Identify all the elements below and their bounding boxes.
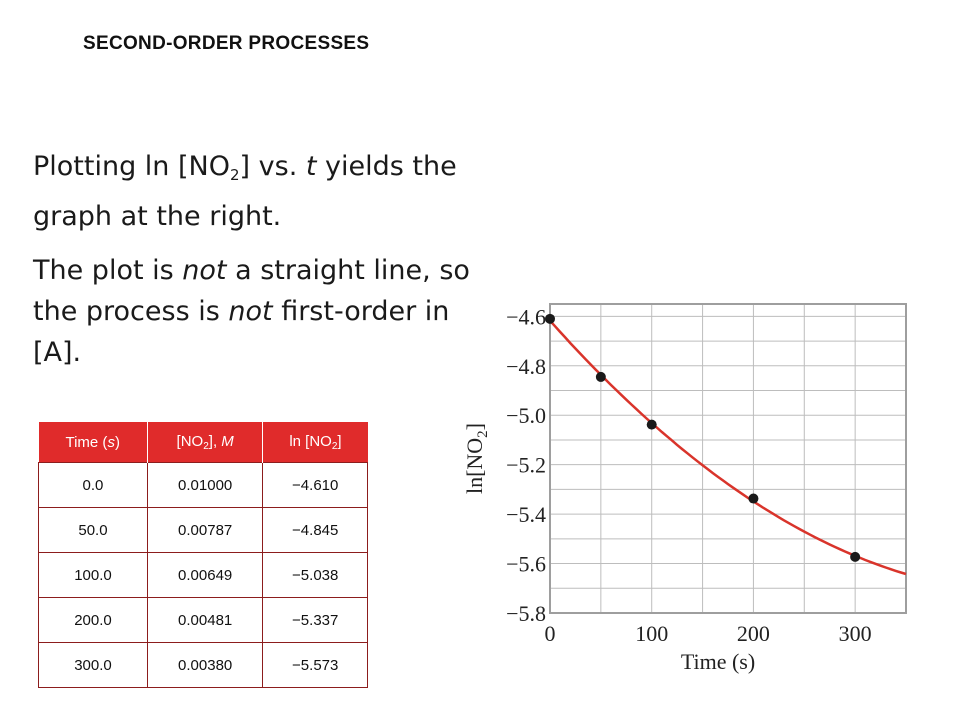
data-point xyxy=(545,313,555,324)
table-header-time: Time (s) xyxy=(38,422,148,463)
table-header-row: Time (s) [NO2], M ln [NO2] xyxy=(38,422,368,463)
paragraph-conclusion: The plot is not a straight line, so the … xyxy=(33,250,503,373)
x-axis-label: Time (s) xyxy=(681,649,755,674)
y-tick-label: −4.8 xyxy=(506,354,546,379)
table-cell: −5.038 xyxy=(262,552,368,598)
para1-subscript: 2 xyxy=(230,166,240,184)
data-point xyxy=(850,551,861,562)
table-cell: 0.00649 xyxy=(146,552,264,598)
y-tick-label: −5.6 xyxy=(506,552,546,577)
table-cell: 0.0 xyxy=(38,462,148,508)
table-cell: 200.0 xyxy=(38,597,148,643)
table-header-ln-concentration: ln [NO2] xyxy=(262,422,368,463)
concentration-table: Time (s) [NO2], M ln [NO2] 0.0 0.01000 −4.… xyxy=(38,422,368,688)
table-cell: 50.0 xyxy=(38,507,148,553)
y-axis-label: ln[NO2] xyxy=(462,423,491,494)
paragraph-plot-description: Plotting ln [NO2] vs. t yields the graph… xyxy=(33,146,533,237)
table-row: 50.0 0.00787 −4.845 xyxy=(38,507,368,553)
para2-italic-not-2: not xyxy=(228,296,273,327)
para2-text-3: first-order in [A]. xyxy=(33,296,450,368)
table-header-concentration: [NO2], M xyxy=(147,422,264,463)
x-tick-label: 0 xyxy=(545,621,556,646)
x-tick-label: 100 xyxy=(635,621,668,646)
table-cell: 0.00787 xyxy=(146,507,264,553)
table-row: 200.0 0.00481 −5.337 xyxy=(38,597,368,643)
data-point xyxy=(748,493,759,504)
para1-text-2: ] vs. xyxy=(239,151,306,182)
data-point xyxy=(646,419,657,430)
table-cell: 0.00481 xyxy=(146,597,264,643)
para1-italic-t: t xyxy=(305,151,317,182)
y-tick-label: −4.6 xyxy=(506,304,546,329)
table-row: 100.0 0.00649 −5.038 xyxy=(38,552,368,598)
table-cell: 0.00380 xyxy=(146,642,264,688)
table-cell: −4.610 xyxy=(262,462,368,508)
table-cell: −5.573 xyxy=(262,642,368,688)
para1-text-3: yields the graph at the right. xyxy=(33,151,457,232)
para2-text-1: The plot is xyxy=(33,255,183,286)
x-tick-label: 200 xyxy=(737,621,770,646)
table-cell: 100.0 xyxy=(38,552,148,598)
data-point xyxy=(595,371,606,382)
slide-title: SECOND-ORDER PROCESSES xyxy=(83,33,370,54)
y-tick-label: −5.4 xyxy=(506,502,546,527)
table-cell: −5.337 xyxy=(262,597,368,643)
x-tick-label: 300 xyxy=(839,621,872,646)
plot-frame xyxy=(549,303,907,614)
table-cell: 300.0 xyxy=(38,642,148,688)
fitted-curve xyxy=(549,319,907,576)
para2-italic-not-1: not xyxy=(182,255,227,286)
plot-area xyxy=(550,304,906,613)
ln-concentration-vs-time-chart: −4.6 −4.8 −5.0 −5.2 −5.4 −5.6 −5.80 100 200 300 Ti… xyxy=(462,303,907,674)
y-tick-label: −5.0 xyxy=(506,403,546,428)
y-tick-label: −5.8 xyxy=(506,601,546,626)
para1-text-1: Plotting ln [NO xyxy=(33,151,230,182)
table-cell: 0.01000 xyxy=(146,462,264,508)
table-row: 0.0 0.01000 −4.610 xyxy=(38,462,368,508)
y-tick-label: −5.2 xyxy=(506,453,546,478)
table-row: 300.0 0.00380 −5.573 xyxy=(38,642,368,688)
para2-text-2: a straight line, so the process is xyxy=(33,255,470,327)
table-cell: −4.845 xyxy=(262,507,368,553)
